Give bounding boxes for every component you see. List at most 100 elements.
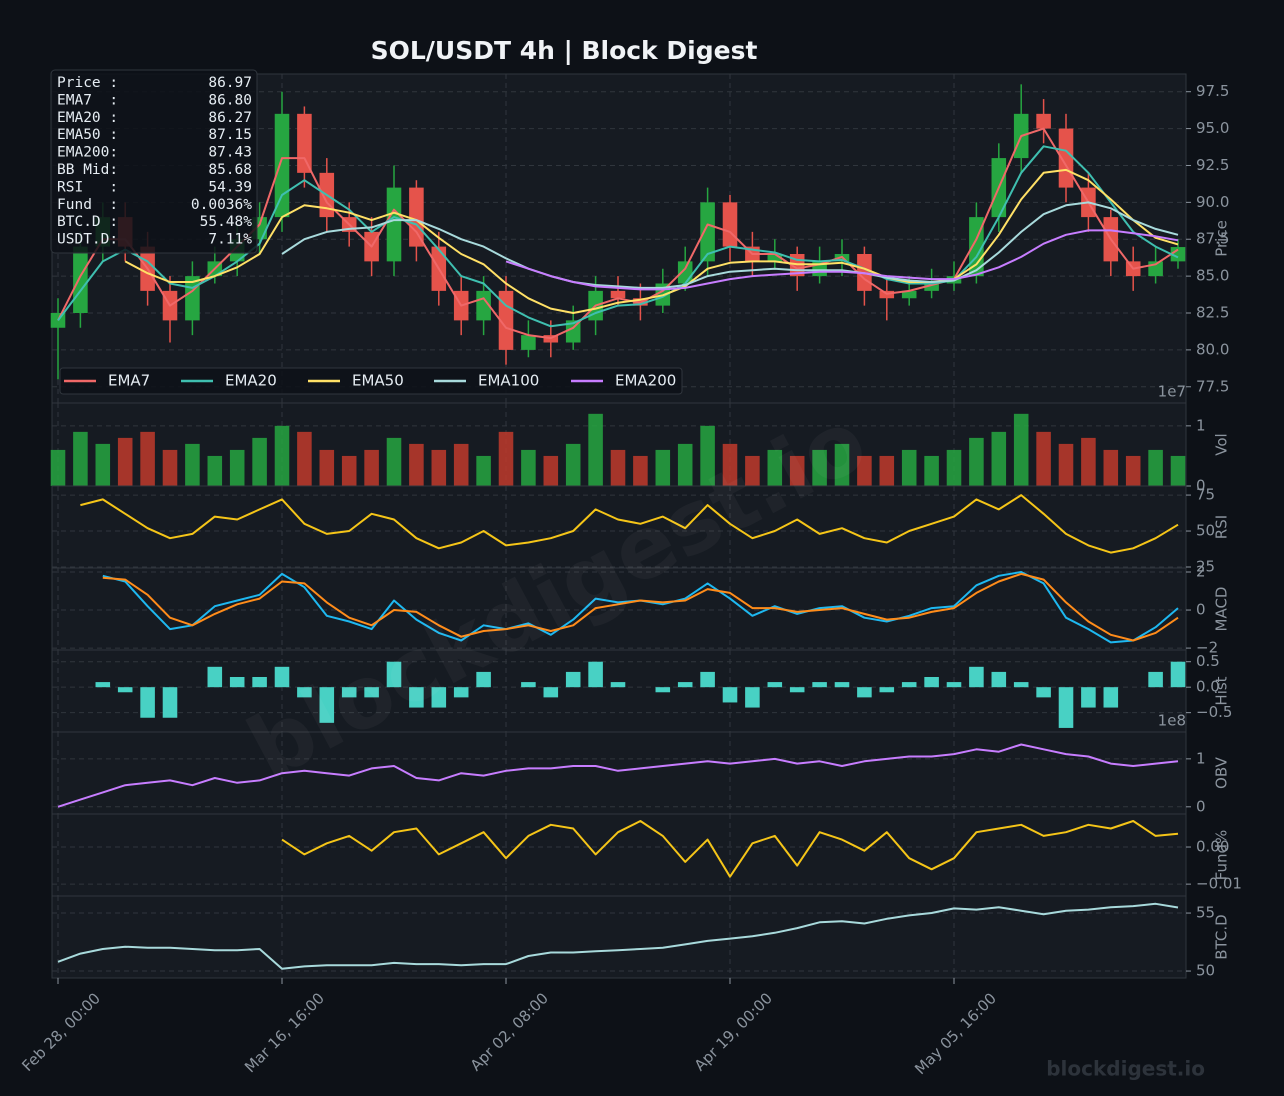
- y-tick-label: 0.5: [1196, 652, 1220, 670]
- info-label: Fund :: [57, 197, 118, 213]
- y-tick-label: 97.5: [1196, 82, 1229, 100]
- y-tick-label: 90.0: [1196, 193, 1229, 211]
- info-label: USDT.D:: [57, 232, 118, 248]
- hist-bar: [521, 682, 536, 688]
- hist-bar: [1058, 687, 1074, 728]
- volume-bar: [700, 425, 715, 486]
- candle-body: [409, 187, 424, 247]
- y-tick-label: 87.5: [1196, 230, 1229, 248]
- candle-body: [386, 187, 402, 262]
- hist-bar: [700, 671, 715, 688]
- candle-body: [297, 113, 312, 173]
- y-axis-label: Fund%: [1213, 830, 1231, 881]
- volume-bar: [1058, 443, 1074, 486]
- legend-label: EMA100: [478, 372, 539, 390]
- series-line: [281, 201, 1179, 289]
- series-line: [505, 229, 1179, 291]
- hist-bar: [677, 682, 693, 688]
- volume-bar: [341, 455, 357, 486]
- volume-bar: [565, 443, 581, 486]
- y-tick-label: 85.0: [1196, 267, 1229, 285]
- candle-body: [498, 290, 514, 350]
- footer: blockdigest.io: [1046, 1057, 1205, 1081]
- info-value: 86.80: [208, 92, 252, 108]
- hist-bar: [117, 687, 133, 693]
- hist-bar: [297, 687, 312, 698]
- volume-bar: [521, 449, 536, 486]
- info-label: BTC.D :: [57, 214, 118, 230]
- legend: EMA7 EMA20 EMA50 EMA100 EMA200: [59, 367, 683, 395]
- y-tick-label: 55: [1196, 904, 1215, 922]
- hist-bar: [610, 682, 626, 688]
- hist-bar: [476, 671, 491, 688]
- volume-bar: [73, 431, 88, 486]
- y-tick-label: −2: [1196, 639, 1218, 657]
- volume-bar: [476, 455, 491, 486]
- volume-bar: [498, 431, 514, 486]
- volume-bar: [745, 455, 760, 486]
- hist-bar: [812, 682, 827, 688]
- y-tick-label: 75: [1196, 486, 1215, 504]
- volume-bar: [677, 443, 693, 486]
- series-line: [57, 145, 1179, 328]
- volume-bar: [185, 443, 200, 486]
- candle-body: [610, 290, 626, 299]
- hist-bar: [252, 676, 267, 688]
- info-value: 55.48%: [200, 214, 253, 230]
- offset-label: 1e8: [1158, 712, 1186, 730]
- hist-bar: [1148, 671, 1163, 688]
- hist-bar: [834, 682, 850, 688]
- hist-bar: [1103, 687, 1119, 708]
- panel: [51, 895, 1187, 979]
- info-value: 85.68: [208, 162, 252, 178]
- info-label: BB Mid:: [57, 162, 118, 178]
- hist-bar: [991, 671, 1007, 688]
- volume-bar: [1125, 455, 1141, 486]
- candle-body: [1170, 247, 1186, 262]
- y-tick-label: 0: [1196, 477, 1206, 495]
- y-tick-label: 95.0: [1196, 119, 1229, 137]
- volume-bar: [991, 431, 1007, 486]
- y-tick-label: 80.0: [1196, 340, 1229, 358]
- legend-label: EMA200: [615, 372, 676, 390]
- y-axis-label: Vol: [1213, 433, 1231, 455]
- legend-label: EMA50: [352, 372, 404, 390]
- volume-bar: [386, 437, 402, 486]
- panel: [51, 649, 1187, 733]
- volume-bar: [274, 425, 290, 486]
- info-label: RSI :: [57, 179, 118, 195]
- volume-bar: [162, 449, 178, 486]
- hist-bar: [1170, 661, 1186, 688]
- hist-bar: [1081, 687, 1096, 708]
- y-tick-label: −0.5: [1196, 703, 1232, 721]
- y-tick-label: 92.5: [1196, 156, 1229, 174]
- legend-label: EMA7: [108, 372, 150, 390]
- hist-bar: [229, 676, 245, 688]
- candle-body: [565, 320, 581, 343]
- info-value: 86.27: [208, 110, 252, 126]
- candle-body: [722, 202, 738, 247]
- candle-body: [1036, 113, 1051, 129]
- info-value: 0.0036%: [191, 197, 252, 213]
- info-label: EMA50 :: [57, 127, 118, 143]
- series-line: [124, 168, 1179, 314]
- y-tick-label: 50: [1196, 962, 1215, 980]
- hist-bar: [341, 687, 357, 698]
- hist-bar: [879, 687, 895, 693]
- volume-bar: [319, 449, 335, 486]
- volume-bar: [1103, 449, 1119, 486]
- series-line: [102, 572, 1179, 642]
- candle-body: [476, 290, 491, 321]
- info-value: 86.97: [208, 75, 252, 91]
- series-line: [57, 902, 1179, 970]
- hist-bar: [431, 687, 447, 708]
- volume-bar: [946, 449, 962, 486]
- info-label: EMA20 :: [57, 110, 118, 126]
- info-value: 54.39: [208, 179, 252, 195]
- volume-bar: [767, 449, 783, 486]
- hist-bar: [857, 687, 872, 698]
- candle-body: [274, 113, 290, 218]
- info-value: 87.15: [208, 127, 252, 143]
